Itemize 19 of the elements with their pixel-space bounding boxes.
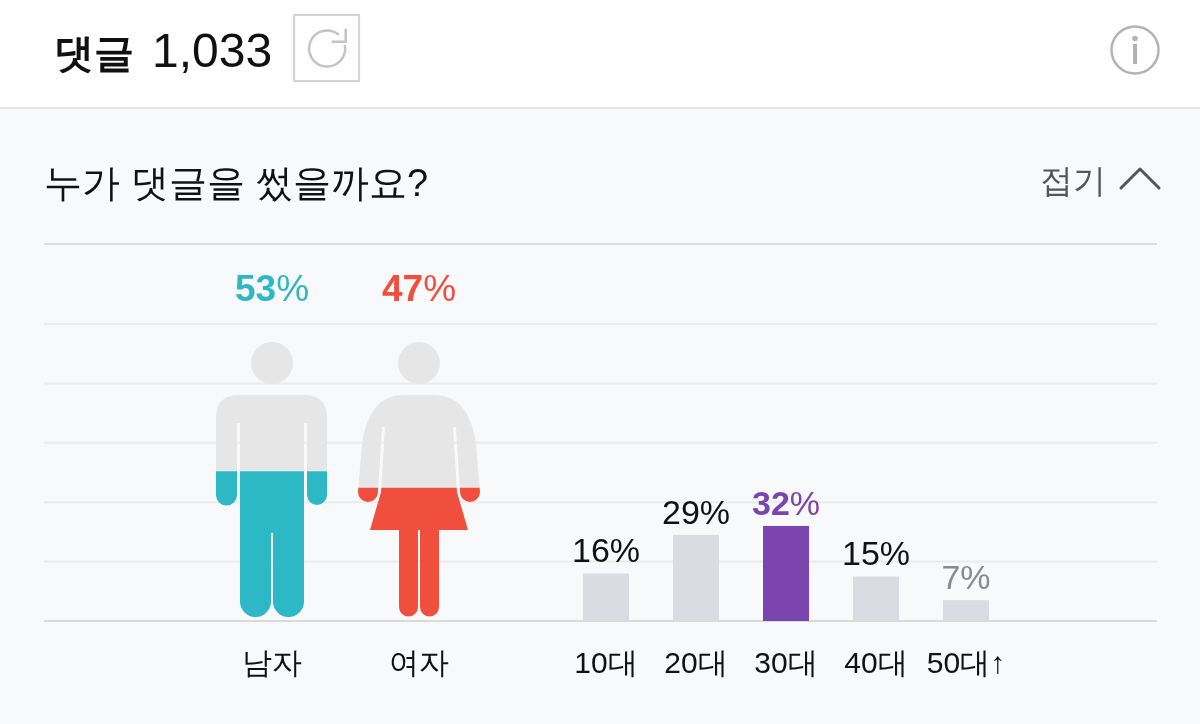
category-label: 여자: [389, 646, 449, 679]
data-label: 32%: [751, 483, 821, 522]
text: 누가 댓글을 썼을까요?: [44, 162, 429, 204]
text: 댓글: [54, 31, 134, 75]
data-label: 47%: [381, 268, 457, 309]
x-tick-label: 10대: [574, 646, 638, 679]
data-label: 15%: [841, 534, 911, 573]
text: 1,033: [152, 24, 273, 77]
data-label: 53%: [234, 268, 310, 309]
category-label: 남자: [242, 646, 302, 679]
data-label: 7%: [941, 558, 991, 597]
data-label: 29%: [661, 492, 731, 531]
text: 접기: [1040, 162, 1106, 199]
bar: [763, 525, 809, 621]
x-tick-label: 40대: [844, 646, 908, 679]
x-tick-label: 20대: [664, 646, 728, 679]
data-label: 16%: [571, 531, 641, 570]
x-tick-label: 30대: [754, 646, 818, 679]
x-tick-label: 50대↑: [926, 646, 1006, 679]
